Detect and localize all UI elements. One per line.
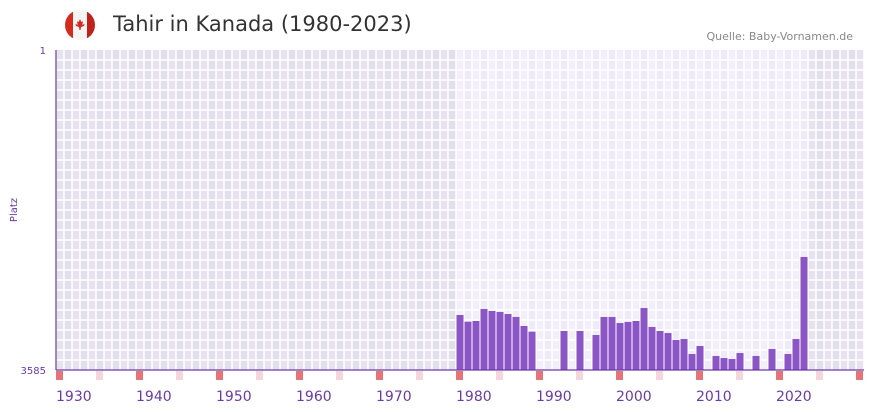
y-tick-label-bottom: 3585 — [21, 366, 46, 377]
x-tick-label-2000: 2000 — [616, 389, 652, 405]
bar-1989 — [528, 331, 536, 370]
bar-1983 — [480, 309, 488, 370]
x-tick-label-1930: 1930 — [56, 389, 92, 405]
bar-1984 — [488, 310, 496, 370]
year-marker-2015 — [736, 371, 743, 380]
bar-2013 — [720, 358, 728, 370]
bar-2012 — [712, 355, 720, 370]
year-marker-2010 — [696, 371, 703, 380]
year-marker-2025 — [816, 371, 823, 380]
bar-2023 — [800, 256, 808, 370]
x-tick-label-1960: 1960 — [296, 389, 332, 405]
bar-2008 — [680, 339, 688, 370]
y-tick-label-top: 1 — [40, 46, 46, 57]
chart-title: Tahir in Kanada (1980-2023) — [113, 12, 412, 36]
x-tick-label-1950: 1950 — [216, 389, 252, 405]
year-marker-1970 — [376, 371, 383, 380]
bar-1985 — [496, 311, 504, 370]
bar-2007 — [672, 340, 680, 370]
bar-2014 — [728, 359, 736, 370]
bar-2006 — [664, 333, 672, 370]
x-tick-label-2010: 2010 — [696, 389, 732, 405]
year-marker-1990 — [536, 371, 543, 380]
x-tick-label-2020: 2020 — [776, 389, 812, 405]
bar-1986 — [504, 314, 512, 370]
bar-2019 — [768, 349, 776, 370]
bar-2015 — [736, 353, 744, 370]
bar-2000 — [616, 323, 624, 370]
year-marker-1955 — [256, 371, 263, 380]
year-marker-2005 — [656, 371, 663, 380]
year-marker-1985 — [496, 371, 503, 380]
y-axis-title: Platz — [9, 198, 20, 222]
year-marker-2030 — [856, 371, 863, 380]
bar-1980 — [456, 315, 464, 370]
bar-2022 — [792, 339, 800, 370]
year-marker-1965 — [336, 371, 343, 380]
bar-2004 — [648, 326, 656, 370]
bar-1987 — [512, 316, 520, 370]
bar-2010 — [696, 345, 704, 370]
bar-2002 — [632, 320, 640, 370]
bar-2001 — [624, 321, 632, 370]
bar-1998 — [600, 316, 608, 370]
year-marker-2020 — [776, 371, 783, 380]
x-tick-label-1970: 1970 — [376, 389, 412, 405]
bar-1981 — [464, 321, 472, 370]
x-tick-label-1990: 1990 — [536, 389, 572, 405]
year-marker-2000 — [616, 371, 623, 380]
bar-1997 — [592, 335, 600, 370]
year-marker-1935 — [96, 371, 103, 380]
bar-1988 — [520, 325, 528, 370]
bar-1999 — [608, 316, 616, 370]
bar-2003 — [640, 308, 648, 370]
x-tick-label-1980: 1980 — [456, 389, 492, 405]
bar-2009 — [688, 354, 696, 370]
bar-1982 — [472, 320, 480, 370]
bar-1995 — [576, 330, 584, 370]
year-marker-1945 — [176, 371, 183, 380]
bar-2021 — [784, 354, 792, 370]
canada-flag-icon — [65, 10, 95, 40]
year-marker-1975 — [416, 371, 423, 380]
year-marker-1930 — [56, 371, 63, 380]
bar-2005 — [656, 330, 664, 370]
bar-2017 — [752, 355, 760, 370]
x-tick-label-1940: 1940 — [136, 389, 172, 405]
year-marker-1960 — [296, 371, 303, 380]
source-credit: Quelle: Baby-Vornamen.de — [706, 30, 853, 43]
year-marker-1950 — [216, 371, 223, 380]
year-marker-1940 — [136, 371, 143, 380]
year-marker-1980 — [456, 371, 463, 380]
bar-1993 — [560, 330, 568, 370]
year-marker-1995 — [576, 371, 583, 380]
